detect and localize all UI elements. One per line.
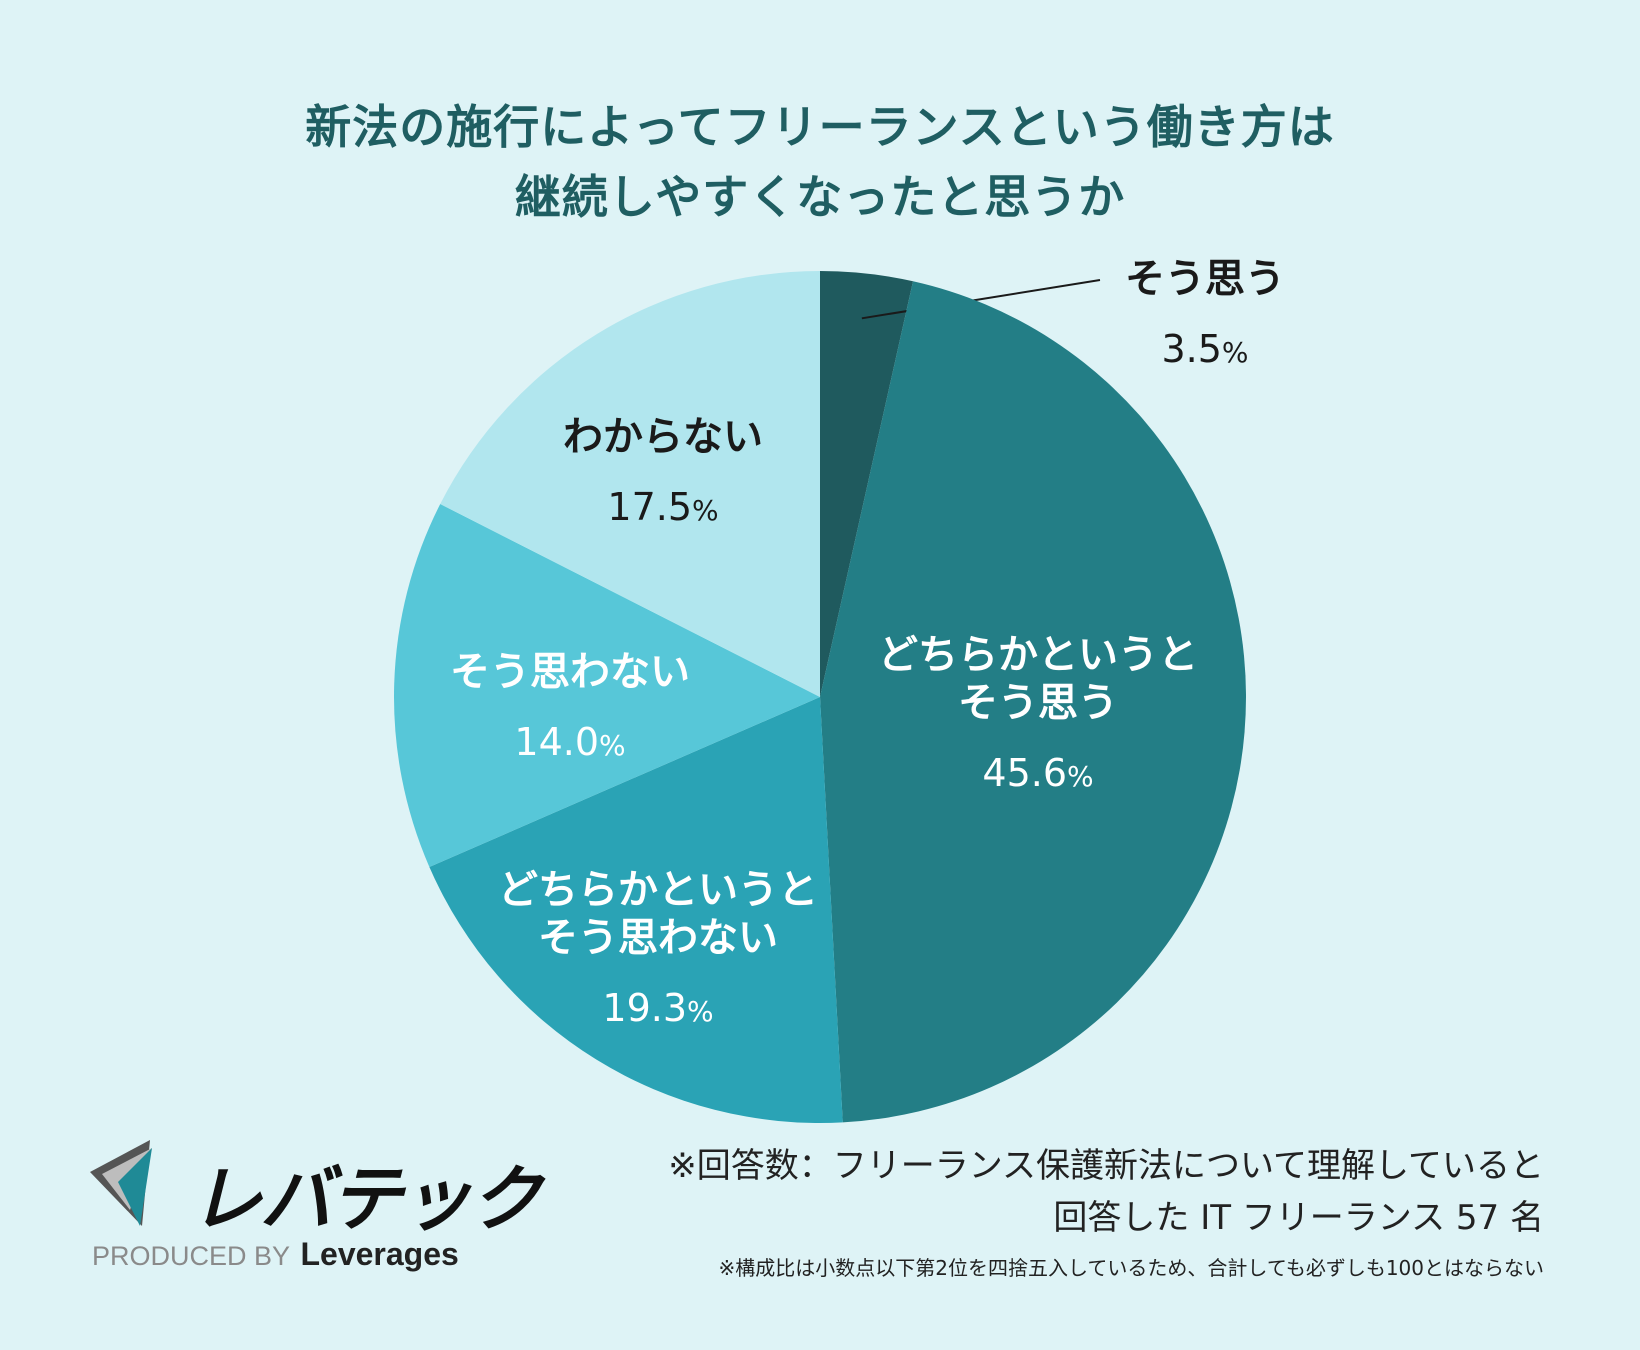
logo-wordmark: レバテック	[190, 1157, 542, 1241]
produced-by: PRODUCED BY Leverages	[92, 1236, 459, 1273]
slice-value-label: 45.6%	[982, 751, 1093, 795]
slice-label: わからない	[563, 414, 763, 460]
logo-check-mark-icon	[90, 1140, 152, 1226]
levtech-logo: レバテック PRODUCED BY Leverages	[90, 1140, 542, 1280]
rounding-note: ※構成比は小数点以下第2位を四捨五入しているため、合計しても必ずしも100とはな…	[718, 1256, 1544, 1280]
slice-label: どちらかというと	[498, 867, 818, 913]
chart-title: 新法の施行によってフリーランスという働き方は 継続しやすくなったと思うか	[0, 92, 1640, 232]
slice-label: そう思わない	[538, 915, 778, 961]
slice-label: そう思う	[958, 680, 1118, 726]
respondent-note-line2: 回答した IT フリーランス 57 名	[1053, 1198, 1544, 1238]
produced-by-label: PRODUCED BY	[92, 1241, 291, 1271]
callout-leader-line	[861, 279, 1101, 320]
respondent-note-line1: ※回答数：フリーランス保護新法について理解していると	[668, 1146, 1544, 1186]
pie-slice	[429, 697, 843, 1123]
slice-value-label: 19.3%	[602, 986, 713, 1030]
respondent-note: ※回答数：フリーランス保護新法について理解していると 回答した IT フリーラン…	[544, 1140, 1544, 1244]
slice-label: そう思う	[1125, 256, 1285, 302]
slice-label: どちらかというと	[878, 632, 1198, 678]
company-name: Leverages	[300, 1236, 459, 1272]
slice-value-label: 3.5%	[1161, 327, 1248, 371]
chart-title-line2: 継続しやすくなったと思うか	[514, 170, 1126, 224]
slice-value-label: 14.0%	[514, 720, 625, 764]
pie-slice	[440, 271, 820, 697]
chart-title-line1: 新法の施行によってフリーランスという働き方は	[305, 100, 1335, 154]
pie-slice	[820, 271, 914, 697]
slice-value-label: 17.5%	[607, 485, 718, 529]
pie-slice	[394, 504, 820, 867]
pie-chart: そう思う3.5%どちらかというとそう思う45.6%どちらかというとそう思わない1…	[394, 256, 1285, 1123]
pie-slice	[820, 281, 1246, 1123]
slice-label: そう思わない	[450, 649, 690, 695]
